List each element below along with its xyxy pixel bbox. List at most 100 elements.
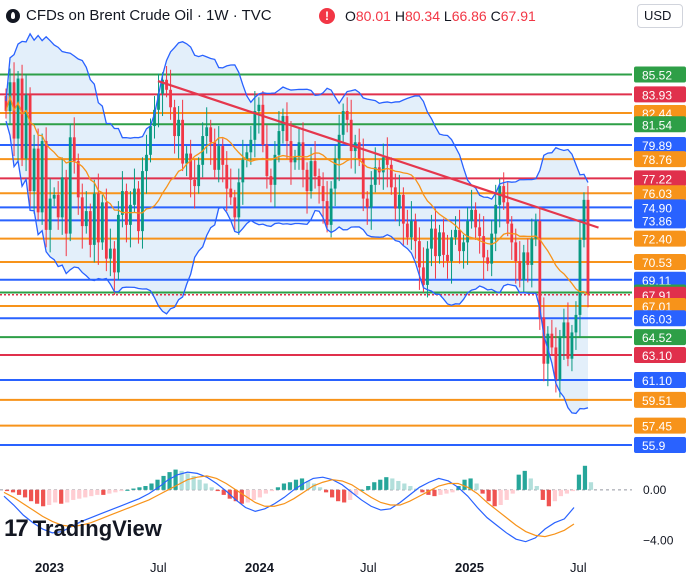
- macd-histogram-bar: [173, 469, 178, 490]
- macd-histogram-bar: [77, 489, 82, 499]
- price-label-bg: [634, 212, 686, 229]
- price-label[interactable]: 81.54: [634, 116, 686, 133]
- candle-body: [177, 119, 181, 137]
- price-label[interactable]: 74.90: [634, 199, 686, 216]
- price-scale[interactable]: 85.5283.9382.4481.5479.8978.7677.2276.03…: [634, 66, 686, 453]
- price-label[interactable]: 69.11: [634, 271, 686, 288]
- candle-body: [229, 188, 233, 198]
- candle-body: [321, 186, 325, 202]
- macd-histogram-bar: [516, 474, 521, 490]
- alert-exclamation-icon[interactable]: !: [319, 8, 335, 24]
- macd-histogram-bar: [221, 489, 226, 495]
- candle-body: [438, 232, 441, 257]
- price-label-bg: [634, 329, 686, 346]
- macd-pane[interactable]: 0.00 −4.00: [0, 465, 674, 548]
- candle-body: [309, 161, 313, 192]
- candle-body: [574, 314, 578, 333]
- time-axis-label: 2024: [245, 560, 274, 575]
- candle-body: [369, 184, 373, 208]
- time-axis-label: Jul: [360, 560, 377, 575]
- price-label[interactable]: 83.93: [634, 86, 686, 103]
- price-label[interactable]: 55.9: [634, 437, 686, 453]
- price-label[interactable]: 64.52: [634, 329, 686, 346]
- price-label[interactable]: 77.22: [634, 170, 686, 187]
- candle-body: [189, 153, 193, 180]
- candle-body: [582, 199, 586, 240]
- currency-selector[interactable]: USD: [637, 4, 683, 28]
- candle-body: [137, 188, 140, 232]
- macd-histogram-bar: [59, 489, 64, 504]
- macd-histogram-bar: [239, 489, 244, 504]
- time-axis-label: 2025: [455, 560, 484, 575]
- candle-body: [100, 202, 104, 243]
- low-label: L: [443, 8, 452, 24]
- candle-body: [84, 211, 88, 227]
- price-label-text: 72.40: [642, 233, 672, 247]
- macd-histogram-bar: [540, 489, 545, 500]
- price-label[interactable]: 73.86: [634, 212, 686, 229]
- macd-histogram-bar: [534, 486, 539, 490]
- macd-histogram-bar: [203, 483, 208, 490]
- candle-body: [16, 78, 20, 139]
- candle-body: [104, 202, 108, 259]
- candle-body: [502, 186, 506, 203]
- macd-histogram-bar: [179, 470, 184, 490]
- macd-histogram-bar: [281, 483, 287, 490]
- price-label-text: 69.11: [642, 274, 671, 288]
- trendline: [157, 79, 599, 229]
- macd-histogram-bar: [113, 489, 118, 493]
- bollinger-lower-line: [5, 120, 589, 415]
- macd-histogram-bar: [287, 482, 293, 490]
- candle-body: [48, 198, 52, 230]
- candle-body: [129, 204, 132, 225]
- tradingview-logo[interactable]: 17 TradingView: [4, 514, 162, 544]
- price-label[interactable]: 78.76: [634, 151, 686, 168]
- candle-body: [446, 254, 449, 262]
- price-label[interactable]: 66.03: [634, 310, 686, 327]
- candle-body: [558, 337, 562, 380]
- macd-histogram-bar: [384, 477, 389, 490]
- price-label[interactable]: 70.53: [634, 254, 686, 271]
- candle-body: [32, 148, 36, 192]
- macd-histogram-bar: [269, 489, 275, 492]
- macd-histogram-bar: [215, 489, 220, 492]
- price-label[interactable]: 85.52: [634, 66, 686, 83]
- price-label[interactable]: 59.51: [634, 391, 686, 408]
- macd-histogram-bar: [185, 473, 190, 490]
- candle-body: [506, 202, 510, 224]
- time-axis[interactable]: 2023 Jul 2024 Jul 2025 Jul: [0, 552, 689, 583]
- candle-body: [325, 201, 329, 225]
- macd-histogram-bar: [233, 489, 238, 502]
- candle-body: [221, 146, 225, 165]
- macd-histogram-bar: [22, 489, 28, 498]
- candle-body: [185, 153, 189, 164]
- candle-body: [120, 191, 124, 215]
- macd-histogram-bar: [336, 489, 341, 502]
- price-label[interactable]: 79.89: [634, 136, 686, 153]
- candle-body: [458, 229, 461, 252]
- macd-histogram-bar: [47, 489, 52, 505]
- macd-histogram-bar: [504, 489, 509, 500]
- candle-body: [193, 179, 197, 187]
- price-label[interactable]: 57.45: [634, 417, 686, 434]
- macd-histogram-bar: [492, 489, 497, 507]
- candle-body: [108, 248, 112, 259]
- price-label[interactable]: 61.10: [634, 371, 686, 388]
- candle-body: [241, 159, 245, 183]
- price-label[interactable]: 72.40: [634, 230, 686, 247]
- price-label-text: 73.86: [642, 214, 672, 228]
- chart-header: CFDs on Brent Crude Oil · 1W · TVC ! O80…: [0, 0, 689, 34]
- candle-body: [257, 104, 261, 112]
- candle-body: [466, 221, 469, 243]
- price-label-bg: [634, 66, 686, 83]
- candle-body: [125, 191, 128, 225]
- chart-title[interactable]: CFDs on Brent Crude Oil · 1W · TVC: [26, 7, 272, 24]
- candle-body: [454, 229, 457, 238]
- macd-histogram-bar: [95, 489, 100, 495]
- candle-body: [233, 197, 237, 218]
- price-label[interactable]: 76.03: [634, 185, 686, 202]
- price-label[interactable]: 63.10: [634, 346, 686, 363]
- candle-body: [422, 267, 425, 285]
- candle-body: [269, 176, 273, 185]
